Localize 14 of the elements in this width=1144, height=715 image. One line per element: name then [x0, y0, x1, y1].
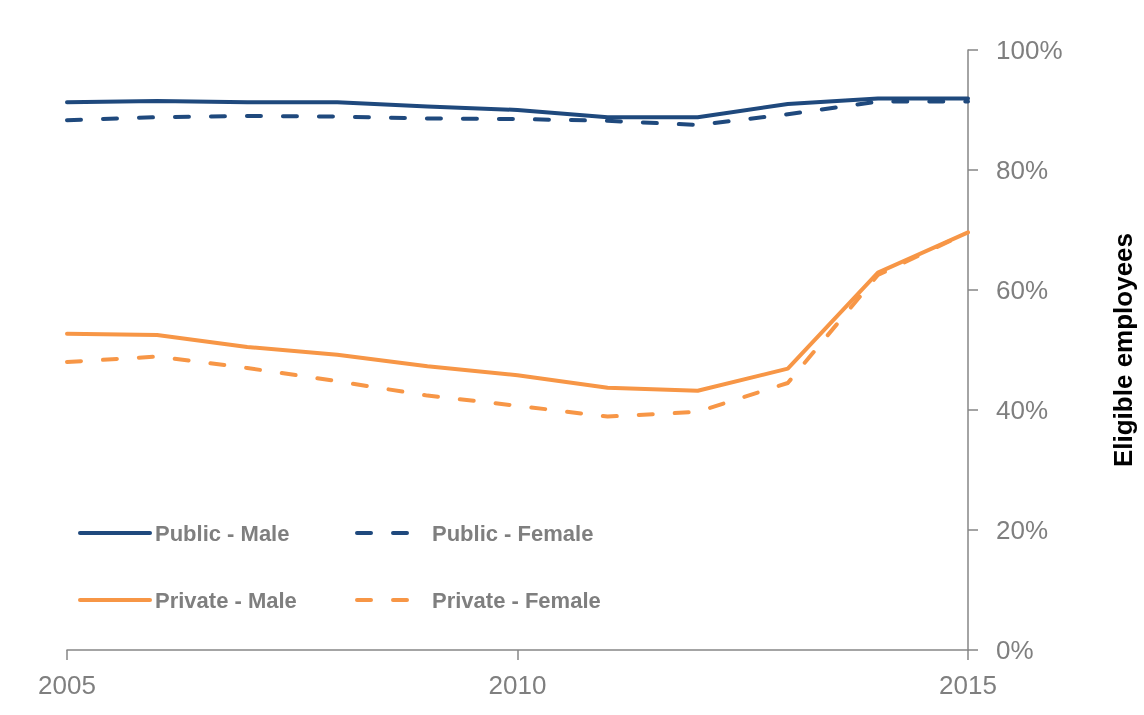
x-tick-label: 2010 [488, 670, 547, 700]
y-tick-label: 80% [996, 155, 1049, 185]
y-tick-label: 0% [996, 635, 1034, 665]
y-tick-label: 40% [996, 395, 1049, 425]
y-axis-title: Eligible employees [1108, 232, 1138, 468]
legend-label: Public - Female [432, 520, 594, 546]
y-tick-label: 60% [996, 275, 1049, 305]
x-tick-label: 2015 [939, 670, 997, 700]
y-tick-label: 20% [996, 515, 1049, 545]
y-tick-label: 100% [996, 35, 1063, 65]
legend-label: Private - Male [155, 587, 297, 613]
legend-label: Public - Male [155, 520, 290, 546]
x-tick-label: 2005 [38, 670, 96, 700]
legend-label: Private - Female [432, 587, 601, 613]
